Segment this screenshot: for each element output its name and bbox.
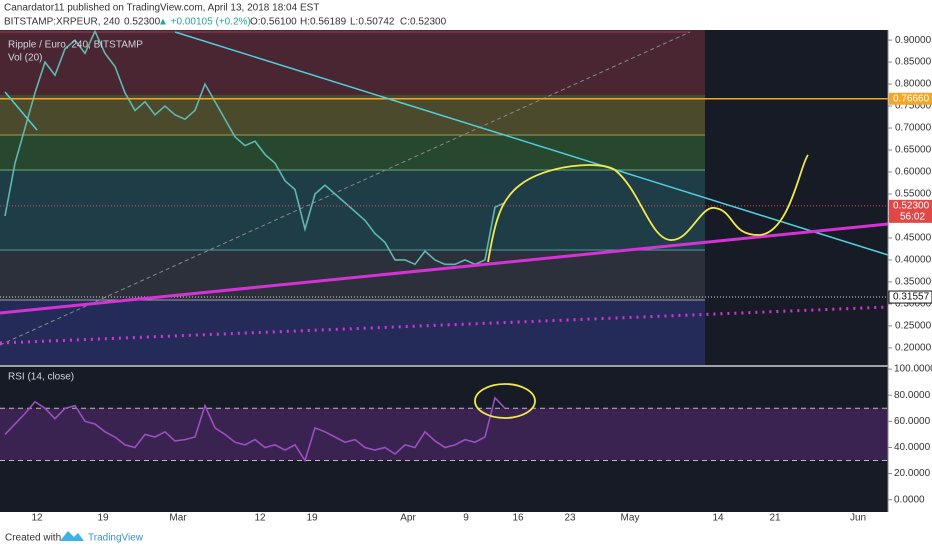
y-tick-label: 0.85000 <box>895 57 932 68</box>
y-tick-label: 0.20000 <box>895 342 932 353</box>
brand-logo <box>60 531 84 541</box>
y-tick-label: 0.45000 <box>895 233 932 244</box>
series-line <box>4 29 506 266</box>
trend-line-dashed <box>0 31 691 346</box>
support-line-dotted <box>0 305 889 345</box>
rsi-tick-label: 100.0000 <box>894 364 932 375</box>
symbol: BITSTAMP:XRPEUR, 240 <box>4 17 120 28</box>
x-tick-label: Mar <box>169 513 187 524</box>
y-tick-label: 0.60000 <box>895 167 932 178</box>
y-tick-label: 0.40000 <box>895 255 932 266</box>
countdown-label: 56:02 <box>900 211 925 222</box>
y-tick-label: 0.25000 <box>895 321 932 332</box>
x-tick-label: 19 <box>306 513 318 524</box>
price-axis <box>888 30 932 512</box>
y-tick-label: 0.65000 <box>895 145 932 156</box>
last: 0.52300 <box>124 17 161 28</box>
chart-title: Ripple / Euro, 240, BITSTAMP <box>8 40 143 51</box>
y-tick-label: 0.80000 <box>895 79 932 90</box>
rsi-tick-label: 20.0000 <box>894 468 931 479</box>
low: L:0.50742 <box>350 17 395 28</box>
rsi-tick-label: 60.0000 <box>894 416 931 427</box>
volume-label: Vol (20) <box>8 53 42 64</box>
time-axis <box>0 512 932 526</box>
projection-curve <box>487 154 809 263</box>
change: ▲ +0.00105 (+0.2%) <box>158 17 251 28</box>
fib-zone <box>0 250 705 300</box>
ohlc-line: BITSTAMP:XRPEUR, 240 0.52300 ▲ +0.00105 … <box>4 17 447 28</box>
drawings <box>0 31 889 345</box>
open: O:0.56100 <box>250 17 297 28</box>
y-tick-label: 0.70000 <box>895 123 932 134</box>
fib-level-label: 0.76660 <box>893 93 930 104</box>
x-tick-label: May <box>621 513 640 524</box>
rsi-tick-label: 40.0000 <box>894 442 931 453</box>
support-line <box>0 222 889 315</box>
series-line <box>4 396 506 463</box>
y-tick-label: 0.55000 <box>895 189 932 200</box>
support-level-box <box>888 290 932 304</box>
x-tick-label: 9 <box>463 513 469 524</box>
x-tick-label: 19 <box>97 513 109 524</box>
trend-line <box>4 91 38 131</box>
rsi-circle <box>474 383 536 419</box>
trend-line <box>174 31 889 256</box>
x-tick-label: 12 <box>31 513 43 524</box>
x-tick-label: 16 <box>512 513 524 524</box>
close: C:0.52300 <box>400 17 447 28</box>
axis-layer: 0.90000 0.85000 0.80000 0.75000 0.70000 0.650… <box>31 35 932 524</box>
x-tick-label: 23 <box>564 513 576 524</box>
high: H:0.56189 <box>300 17 347 28</box>
y-tick-label: 0.75000 <box>895 101 932 112</box>
y-tick-label: 0.30000 <box>895 299 932 310</box>
y-tick-label: 0.90000 <box>895 35 932 46</box>
author-line: Canardator11 published on TradingView.co… <box>4 3 319 14</box>
created-with: Created with <box>5 533 61 544</box>
rsi-layer <box>0 396 888 463</box>
x-tick-label: 14 <box>712 513 724 524</box>
x-tick-label: 21 <box>769 513 781 524</box>
rsi-band <box>0 408 888 461</box>
last-price-box <box>889 199 932 223</box>
fib-zone <box>0 30 705 95</box>
x-tick-label: 12 <box>254 513 266 524</box>
support-level-label: 0.31557 <box>893 292 930 303</box>
y-tick-label: 0.35000 <box>895 277 932 288</box>
rsi-title: RSI (14, close) <box>8 372 74 383</box>
rsi-tick-label: 80.0000 <box>894 390 931 401</box>
price-pane <box>0 30 888 365</box>
x-tick-label: Jun <box>850 513 866 524</box>
fib-zone <box>0 95 705 135</box>
brand: TradingView <box>88 533 144 544</box>
last-price-label: 0.52300 <box>893 200 930 211</box>
fib-zone <box>0 300 705 365</box>
fib-level-box <box>889 92 932 105</box>
x-tick-label: Apr <box>400 513 416 524</box>
rsi-tick-label: 0.0000 <box>894 494 925 505</box>
